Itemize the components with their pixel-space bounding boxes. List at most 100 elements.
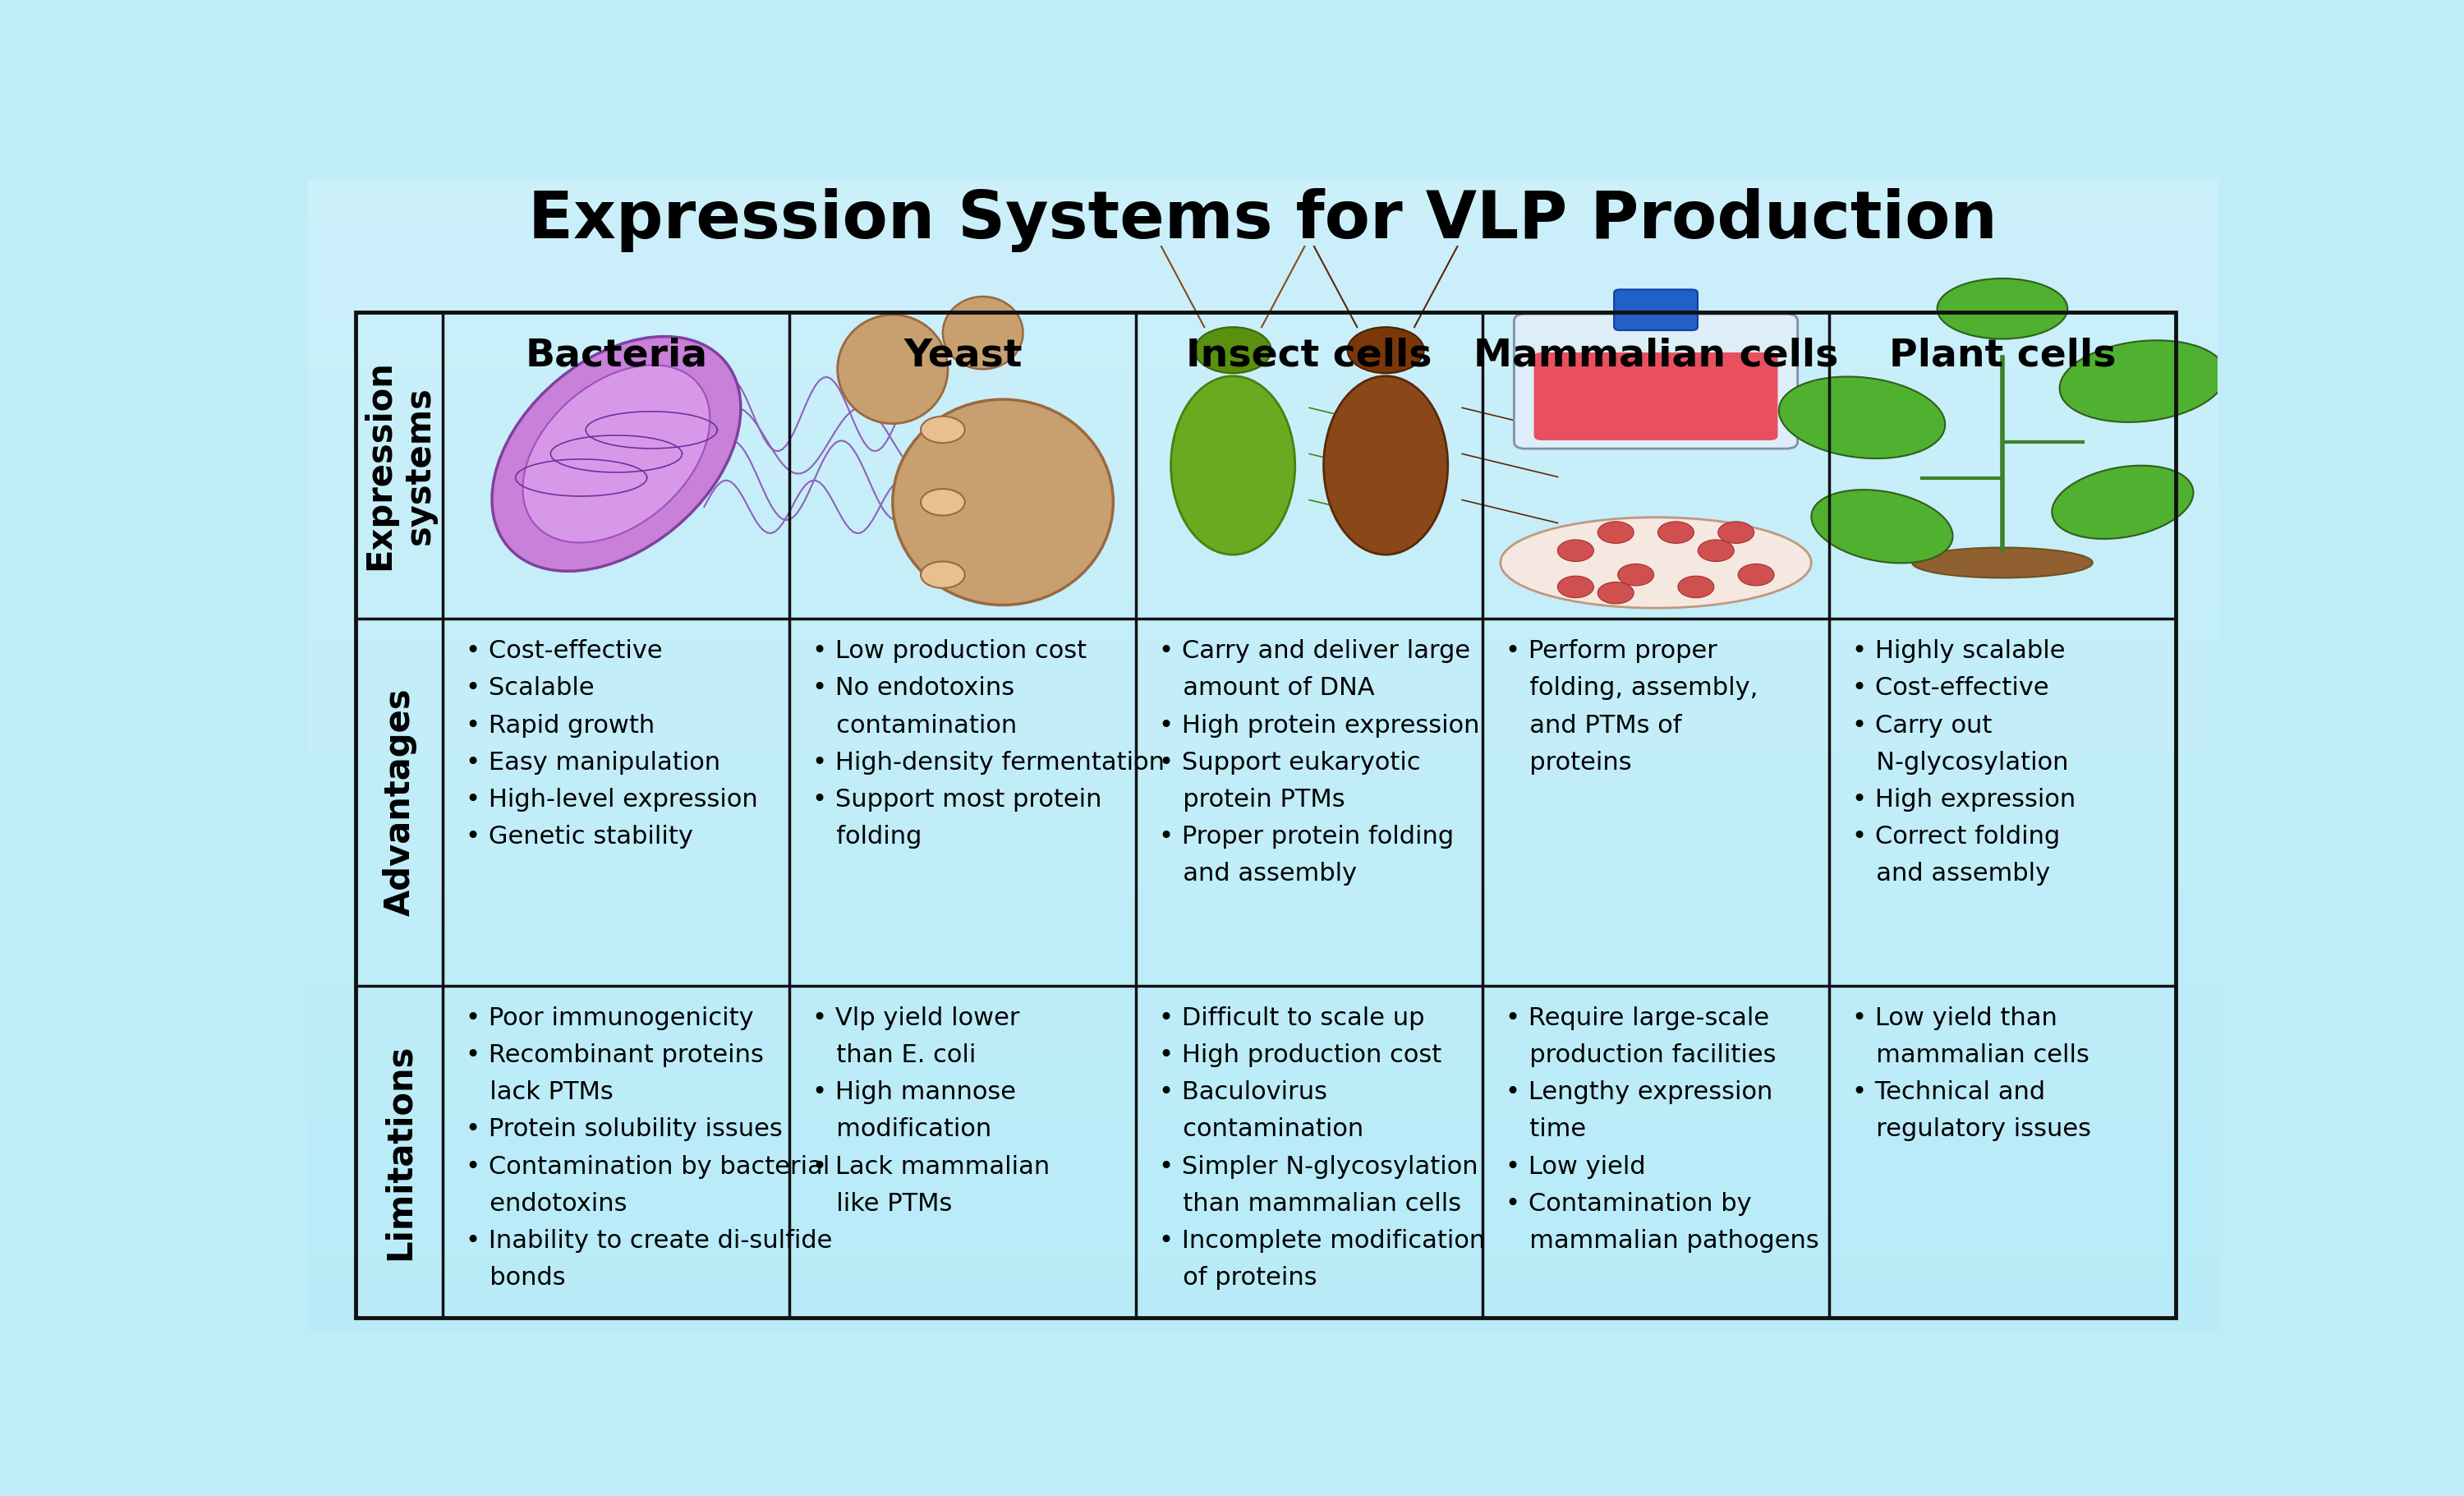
- Bar: [308, 543, 2218, 564]
- Text: Insect cells: Insect cells: [1185, 337, 1432, 374]
- Ellipse shape: [522, 365, 710, 543]
- Bar: [308, 293, 2218, 314]
- Bar: [308, 197, 2218, 218]
- Bar: [308, 504, 2218, 525]
- Text: Expression
systems: Expression systems: [362, 361, 436, 570]
- Ellipse shape: [922, 489, 966, 516]
- Ellipse shape: [1737, 564, 1774, 585]
- Ellipse shape: [1912, 548, 2092, 577]
- Bar: [308, 1080, 2218, 1101]
- Ellipse shape: [1323, 375, 1449, 555]
- Ellipse shape: [922, 416, 966, 443]
- Bar: [355, 313, 2176, 1318]
- Bar: [308, 274, 2218, 295]
- Ellipse shape: [1557, 540, 1594, 561]
- FancyBboxPatch shape: [1535, 353, 1777, 440]
- Bar: [308, 793, 2218, 814]
- Bar: [308, 1293, 2218, 1312]
- Bar: [308, 1195, 2218, 1216]
- Bar: [308, 371, 2218, 390]
- Text: • Difficult to scale up
• High production cost
• Baculovirus
   contamination
• : • Difficult to scale up • High productio…: [1158, 1007, 1486, 1290]
- Bar: [308, 1310, 2218, 1331]
- Text: • Low production cost
• No endotoxins
   contamination
• High-density fermentati: • Low production cost • No endotoxins co…: [813, 639, 1165, 848]
- Bar: [308, 313, 2218, 334]
- Ellipse shape: [1698, 540, 1735, 561]
- Bar: [308, 850, 2218, 871]
- Ellipse shape: [1597, 522, 1634, 543]
- Ellipse shape: [1597, 582, 1634, 604]
- Text: Advantages: Advantages: [382, 688, 416, 916]
- Bar: [308, 467, 2218, 486]
- Bar: [308, 928, 2218, 947]
- Text: • Vlp yield lower
   than E. coli
• High mannose
   modification
• Lack mammalia: • Vlp yield lower than E. coli • High ma…: [813, 1007, 1050, 1216]
- Ellipse shape: [1678, 576, 1715, 598]
- Bar: [308, 389, 2218, 410]
- Bar: [308, 562, 2218, 582]
- Bar: [308, 678, 2218, 697]
- Bar: [308, 735, 2218, 755]
- Text: • Highly scalable
• Cost-effective
• Carry out
   N-glycosylation
• High express: • Highly scalable • Cost-effective • Car…: [1853, 639, 2075, 886]
- Bar: [308, 217, 2218, 236]
- Bar: [308, 832, 2218, 851]
- Text: • Poor immunogenicity
• Recombinant proteins
   lack PTMs
• Protein solubility i: • Poor immunogenicity • Recombinant prot…: [466, 1007, 833, 1290]
- Text: Limitations: Limitations: [382, 1044, 416, 1260]
- Bar: [308, 1043, 2218, 1062]
- Bar: [308, 1158, 2218, 1177]
- Bar: [308, 178, 2218, 199]
- Bar: [308, 1273, 2218, 1293]
- Ellipse shape: [1170, 375, 1296, 555]
- Bar: [308, 524, 2218, 545]
- Text: • Carry and deliver large
   amount of DNA
• High protein expression
• Support e: • Carry and deliver large amount of DNA …: [1158, 639, 1481, 886]
- Bar: [308, 332, 2218, 353]
- Bar: [308, 908, 2218, 928]
- Bar: [308, 984, 2218, 1005]
- Bar: [308, 889, 2218, 910]
- Ellipse shape: [1557, 576, 1594, 598]
- Text: • Low yield than
   mammalian cells
• Technical and
   regulatory issues: • Low yield than mammalian cells • Techn…: [1853, 1007, 2092, 1141]
- Bar: [308, 1254, 2218, 1275]
- Ellipse shape: [1195, 328, 1271, 373]
- Bar: [308, 352, 2218, 371]
- Ellipse shape: [2060, 341, 2225, 422]
- Bar: [308, 582, 2218, 601]
- Text: • Require large-scale
   production facilities
• Lengthy expression
   time
• Lo: • Require large-scale production facilit…: [1506, 1007, 1818, 1252]
- Bar: [308, 717, 2218, 736]
- Text: • Cost-effective
• Scalable
• Rapid growth
• Easy manipulation
• High-level expr: • Cost-effective • Scalable • Rapid grow…: [466, 639, 759, 848]
- Bar: [308, 1062, 2218, 1082]
- Text: Plant cells: Plant cells: [1890, 337, 2117, 374]
- Ellipse shape: [892, 399, 1114, 604]
- Ellipse shape: [1619, 564, 1653, 585]
- Ellipse shape: [1501, 518, 1811, 607]
- Ellipse shape: [1348, 328, 1424, 373]
- Ellipse shape: [922, 561, 966, 588]
- Ellipse shape: [2053, 465, 2193, 539]
- Bar: [308, 256, 2218, 275]
- Ellipse shape: [1779, 377, 1944, 458]
- Bar: [308, 428, 2218, 449]
- Bar: [308, 1023, 2218, 1044]
- Bar: [308, 1177, 2218, 1197]
- Bar: [308, 658, 2218, 679]
- Ellipse shape: [1937, 278, 2067, 340]
- Ellipse shape: [1658, 522, 1693, 543]
- Text: Expression Systems for VLP Production: Expression Systems for VLP Production: [527, 188, 1998, 251]
- Bar: [308, 601, 2218, 621]
- Bar: [308, 1100, 2218, 1121]
- Bar: [308, 639, 2218, 660]
- Bar: [308, 754, 2218, 775]
- Bar: [308, 1234, 2218, 1255]
- Bar: [308, 486, 2218, 506]
- Text: Mammalian cells: Mammalian cells: [1473, 337, 1838, 374]
- Bar: [308, 1119, 2218, 1140]
- Ellipse shape: [944, 296, 1023, 370]
- Text: Bacteria: Bacteria: [525, 337, 707, 374]
- Bar: [308, 869, 2218, 890]
- Ellipse shape: [1717, 522, 1754, 543]
- FancyBboxPatch shape: [1614, 290, 1698, 331]
- Bar: [308, 697, 2218, 717]
- Bar: [308, 965, 2218, 986]
- Ellipse shape: [838, 314, 949, 423]
- Bar: [308, 812, 2218, 832]
- Text: Yeast: Yeast: [904, 337, 1023, 374]
- Bar: [308, 619, 2218, 640]
